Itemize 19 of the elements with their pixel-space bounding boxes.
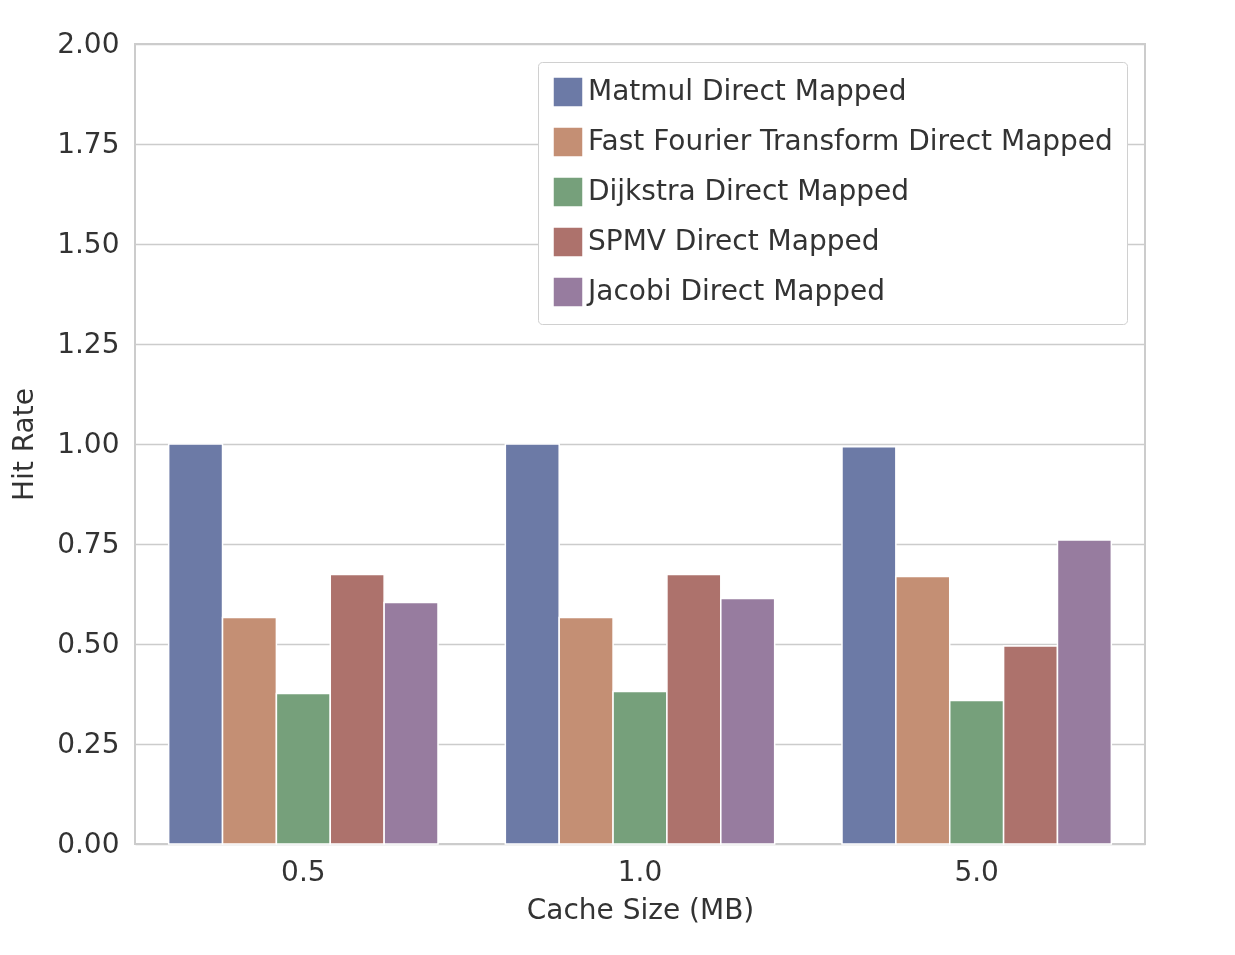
x-tick-label: 1.0 [617,854,663,888]
x-tick-label: 0.5 [281,854,326,888]
y-tick-label: 1.75 [57,126,120,160]
y-tick-label: 0.00 [57,826,120,860]
legend-label: Jacobi Direct Mapped [586,274,885,307]
y-tick-label: 2.00 [57,26,120,60]
x-tick-label: 5.0 [954,854,999,888]
y-axis-title: Hit Rate [7,388,41,501]
y-tick-label: 0.75 [57,526,120,560]
legend-label: Dijkstra Direct Mapped [588,174,910,207]
y-tick-label: 1.00 [57,426,120,460]
x-axis-title: Cache Size (MB) [526,892,755,926]
legend-label: Matmul Direct Mapped [588,74,907,107]
y-tick-label: 0.50 [57,626,120,660]
y-tick-label: 0.25 [57,726,120,760]
legend-label: Fast Fourier Transform Direct Mapped [588,124,1113,157]
y-tick-label: 1.25 [57,326,120,360]
legend-label: SPMV Direct Mapped [588,224,880,257]
y-tick-label: 1.50 [57,226,120,260]
